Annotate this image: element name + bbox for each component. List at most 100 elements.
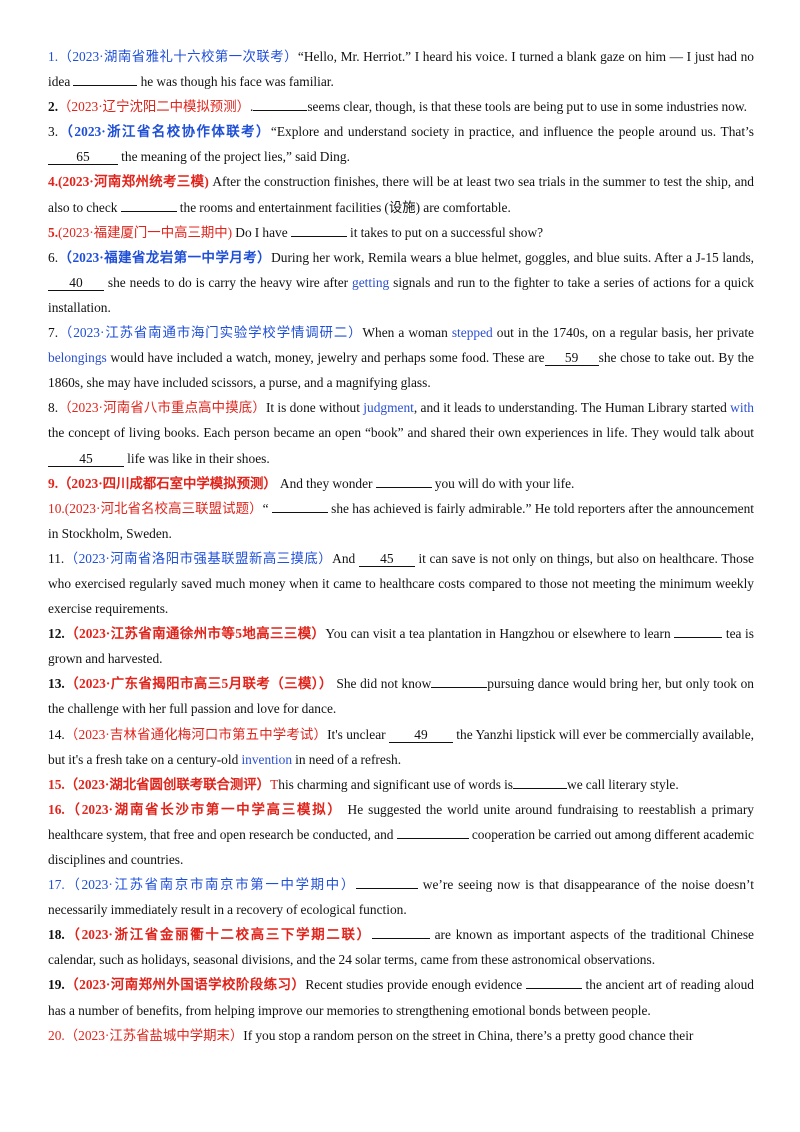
question-9: 9.（2023·四川成都石室中学模拟预测） And they wonder yo… [48, 471, 754, 496]
highlighted-word: stepped [451, 325, 493, 341]
answer-blank[interactable] [431, 673, 488, 689]
question-number: 10. [48, 500, 65, 516]
question-text: seems clear, though, is that these tools… [307, 99, 747, 115]
question-text: If you stop a random person on the stree… [243, 1027, 694, 1043]
question-13: 13.（2023·广东省揭阳市高三5月联考（三模）） She did not k… [48, 671, 754, 721]
question-text: “Hello, Mr. Herriot.” I heard his voice.… [48, 49, 754, 90]
question-number: 16. [48, 801, 65, 817]
answer-blank[interactable] [290, 222, 347, 237]
question-15: 15.（2023·湖北省圆创联考联合测评）This charming and s… [48, 772, 754, 797]
question-text: out in the 1740s, on a regular basis, he… [492, 325, 754, 341]
question-source: (2023·河北省名校高三联盟试题） [64, 500, 263, 516]
answer-blank[interactable] [271, 498, 328, 513]
question-number: 13. [48, 676, 65, 692]
answer-blank[interactable] [355, 874, 418, 890]
question-text: When a woman [362, 325, 452, 341]
question-14: 14.（2023·吉林省通化梅河口市第五中学考试）It's unclear 49… [48, 722, 754, 772]
question-text: “Explore and understand society in pract… [270, 124, 754, 140]
question-text: T [270, 776, 279, 792]
exercise-page: 1.（2023·湖南省雅礼十六校第一次联考）“Hello, Mr. Herrio… [48, 44, 754, 1048]
question-text: his charming and significant use of word… [278, 776, 514, 792]
question-source: (2023·福建厦门一中高三期中) [58, 224, 233, 240]
question-number: 17. [48, 877, 65, 893]
question-number: 1. [48, 49, 59, 64]
question-source: （2023·江苏省盐城中学期末） [64, 1027, 244, 1043]
question-number: 6. [48, 249, 59, 265]
question-8: 8.（2023·河南省八市重点高中摸底）It is done without j… [48, 395, 754, 470]
question-text: It is done without [265, 400, 364, 416]
question-text: would have included a watch, money, jewe… [106, 350, 545, 366]
question-4: 4.(2023·河南郑州统考三模) After the construction… [48, 169, 754, 219]
question-number: 3. [48, 124, 59, 140]
question-text: cooperation be carried out among differe… [48, 826, 754, 867]
highlighted-word: belongings [48, 350, 107, 366]
question-number: 11. [48, 550, 65, 566]
question-source: （2023·福建省龙岩第一中学月考） [58, 249, 272, 265]
question-text: Recent studies provide enough evidence [305, 977, 526, 993]
question-source: （2023·浙江省名校协作体联考） [58, 124, 271, 140]
question-source: （2023·广东省揭阳市高三5月联考（三模）） [64, 676, 333, 692]
question-text: During her work, Remila wears a blue hel… [271, 249, 755, 265]
question-text: After the construction finishes, there w… [48, 174, 754, 215]
answer-blank[interactable] [73, 71, 138, 87]
question-number: 9. [48, 475, 59, 491]
question-number: 5. [48, 224, 59, 240]
question-text: pursuing dance would bring her, but only… [48, 676, 754, 717]
question-text: And [332, 550, 359, 566]
question-source: （2023·河南省八市重点高中摸底） [58, 400, 266, 416]
question-number: 20. [48, 1027, 65, 1043]
question-text: He suggested the world unite around fund… [48, 801, 754, 842]
answer-blank[interactable]: 49 [388, 727, 453, 743]
question-text: she has achieved is fairly admirable.” H… [48, 500, 755, 541]
answer-blank[interactable] [371, 924, 430, 940]
answer-blank[interactable] [513, 774, 568, 789]
question-text: the meaning of the project lies,” said D… [118, 149, 350, 165]
question-text: she chose to take out. By the 1860s, she… [48, 350, 754, 391]
question-text: life was like in their shoes. [124, 450, 270, 466]
question-text: he was though his face was familiar. [137, 74, 334, 90]
highlighted-word: getting [352, 274, 390, 290]
question-12: 12.（2023·江苏省南通徐州市等5地高三三模）You can visit a… [48, 621, 754, 671]
question-text: You can visit a tea plantation in Hangzh… [325, 626, 675, 642]
question-text: . [249, 99, 254, 115]
question-source: （2023·辽宁沈阳二中模拟预测） [58, 99, 250, 115]
question-text: you will do with your life. [431, 475, 575, 491]
answer-blank[interactable] [396, 824, 469, 839]
answer-blank[interactable]: 45 [358, 551, 415, 567]
question-number: 8. [48, 400, 59, 416]
question-5: 5.(2023·福建厦门一中高三期中) Do I have it takes t… [48, 220, 754, 245]
question-text: it takes to put on a successful show? [346, 224, 544, 240]
question-source: （2023·浙江省金丽衢十二校高三下学期二联） [64, 927, 372, 943]
question-text: we’re seeing now is that disappearance o… [48, 877, 754, 918]
question-source: （2023·湖南省雅礼十六校第一次联考） [58, 49, 298, 64]
highlighted-word: with [730, 400, 754, 416]
answer-blank[interactable]: 40 [48, 275, 104, 291]
answer-blank[interactable] [253, 96, 308, 112]
answer-blank[interactable] [525, 974, 582, 990]
answer-blank[interactable]: 59 [544, 351, 599, 367]
question-text: the concept of living books. Each person… [48, 425, 754, 441]
answer-blank[interactable] [674, 623, 723, 639]
question-text: we call literary style. [567, 776, 679, 792]
question-source: （2023·四川成都石室中学模拟预测） [58, 475, 277, 491]
question-10: 10.(2023·河北省名校高三联盟试题）“ she has achieved … [48, 496, 754, 546]
question-source: （2023·江苏省南通徐州市等5地高三三模） [64, 626, 326, 642]
question-19: 19.（2023·河南郑州外国语学校阶段练习）Recent studies pr… [48, 972, 754, 1022]
question-source: （2023·江苏省南京市南京市第一中学期中） [64, 877, 356, 893]
question-source: (2023·河南郑州统考三模) [58, 174, 209, 190]
question-20: 20.（2023·江苏省盐城中学期末）If you stop a random … [48, 1023, 754, 1048]
highlighted-word: judgment [363, 400, 414, 416]
question-2: 2.（2023·辽宁沈阳二中模拟预测）. seems clear, though,… [48, 94, 754, 119]
question-text: And they wonder [276, 475, 376, 491]
answer-blank[interactable]: 45 [48, 451, 124, 467]
question-6: 6.（2023·福建省龙岩第一中学月考）During her work, Rem… [48, 245, 754, 320]
answer-blank[interactable] [375, 473, 432, 488]
answer-blank[interactable] [120, 197, 177, 212]
question-source: （2023·江苏省南通市海门实验学校学情调研二） [58, 325, 363, 341]
question-source: （2023·湖南省长沙市第一中学高三模拟） [64, 801, 343, 817]
answer-blank[interactable]: 65 [48, 150, 118, 166]
question-11: 11.（2023·河南省洛阳市强基联盟新高三摸底）And 45 it can s… [48, 546, 754, 621]
question-number: 12. [48, 626, 65, 642]
question-number: 19. [48, 977, 65, 993]
question-source: （2023·河南郑州外国语学校阶段练习） [64, 977, 306, 993]
